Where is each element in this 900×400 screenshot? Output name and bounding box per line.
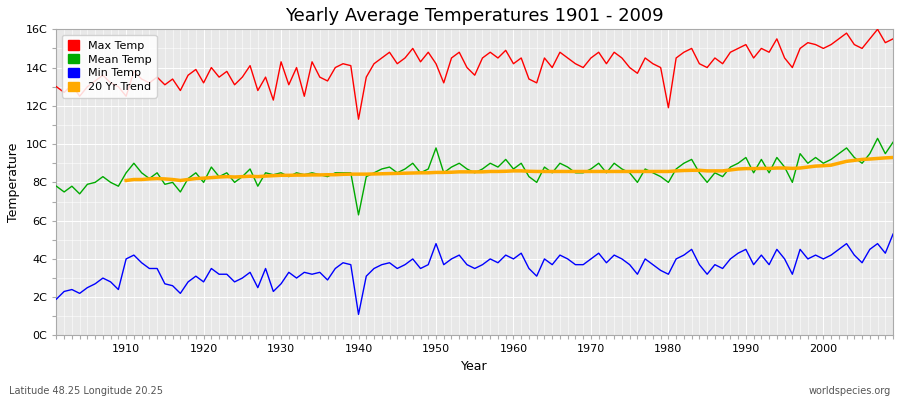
X-axis label: Year: Year [462,360,488,373]
Y-axis label: Temperature: Temperature [7,143,20,222]
Text: worldspecies.org: worldspecies.org [809,386,891,396]
Title: Yearly Average Temperatures 1901 - 2009: Yearly Average Temperatures 1901 - 2009 [285,7,664,25]
Text: Latitude 48.25 Longitude 20.25: Latitude 48.25 Longitude 20.25 [9,386,163,396]
Legend: Max Temp, Mean Temp, Min Temp, 20 Yr Trend: Max Temp, Mean Temp, Min Temp, 20 Yr Tre… [62,35,157,98]
